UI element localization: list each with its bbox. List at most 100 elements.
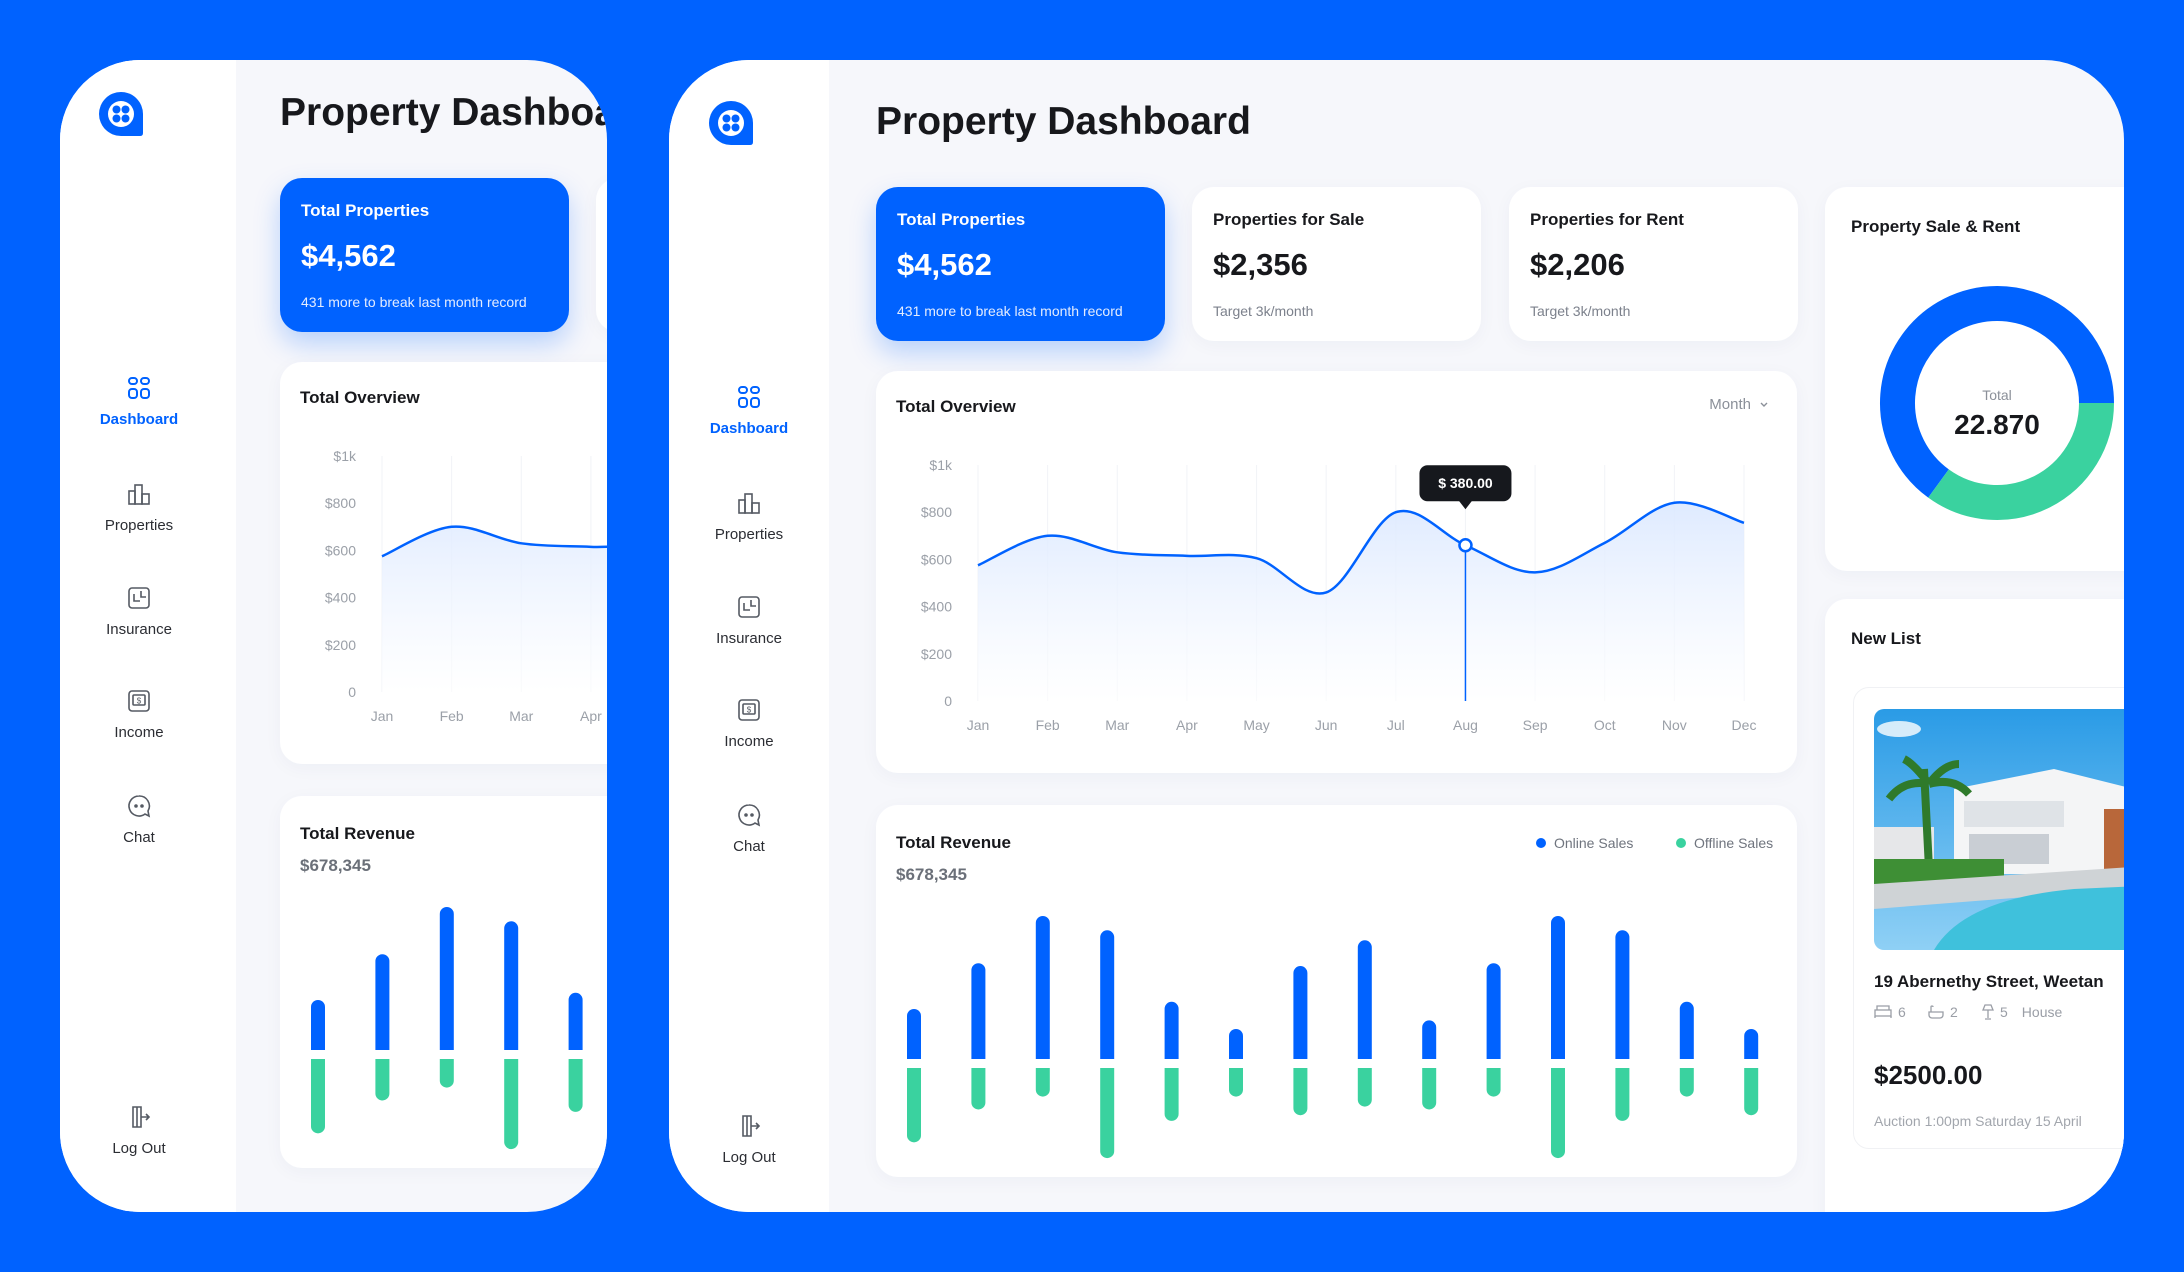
- bar-offline-sales[interactable]: [1293, 1068, 1308, 1116]
- y-tick-label: 0: [348, 684, 356, 700]
- sidebar-item-properties[interactable]: Properties: [669, 490, 829, 543]
- bar-online-sales[interactable]: [1357, 940, 1372, 1059]
- sidebar-item-label: Income: [114, 724, 164, 741]
- x-tick-label: Sep: [1523, 717, 1548, 733]
- bed-icon: [1874, 1005, 1892, 1018]
- sidebar-item-chat[interactable]: Chat: [60, 793, 219, 846]
- bar-online-sales[interactable]: [311, 999, 325, 1050]
- sidebar-item-dashboard[interactable]: Dashboard: [669, 384, 829, 437]
- sidebar-item-properties[interactable]: Properties: [60, 481, 219, 534]
- x-tick-label: Feb: [1036, 717, 1060, 733]
- logout-door-icon: [742, 1115, 761, 1137]
- y-tick-label: $200: [325, 637, 356, 653]
- x-tick-label: Jul: [1387, 717, 1405, 733]
- donut-slice-green[interactable]: [1928, 402, 2114, 520]
- bar-offline-sales[interactable]: [375, 1059, 390, 1101]
- bar-offline-sales[interactable]: [311, 1059, 325, 1134]
- stat-card-total-properties[interactable]: Total Properties $4,562 431 more to brea…: [280, 178, 569, 332]
- stat-card-for-sale[interactable]: Properties for Sale $2,356 Target 3k/mon…: [1192, 187, 1481, 341]
- app-logo-icon[interactable]: [96, 89, 146, 139]
- sidebar-item-insurance[interactable]: Insurance: [60, 585, 219, 638]
- period-dropdown[interactable]: Month: [1709, 396, 1769, 413]
- sidebar-item-label: Properties: [714, 526, 784, 543]
- donut-center-label: Total: [1982, 387, 2012, 403]
- legend-offline-sales: Offline Sales: [1676, 835, 1773, 851]
- sale-rent-donut-chart: [1880, 286, 2114, 520]
- stat-value: $4,562: [301, 238, 396, 273]
- bar-offline-sales[interactable]: [1100, 1068, 1115, 1159]
- parking-count: 5: [2000, 1004, 2008, 1020]
- bar-offline-sales[interactable]: [1615, 1068, 1630, 1121]
- property-photo[interactable]: [1874, 709, 2124, 950]
- legend-dot: [1536, 838, 1546, 848]
- listing-address[interactable]: 19 Abernethy Street, Weetan: [1874, 972, 2104, 991]
- bar-offline-sales[interactable]: [439, 1059, 454, 1088]
- total-revenue-card: Total Revenue $678,345 Online Sales Offl…: [876, 805, 1797, 1177]
- bar-offline-sales[interactable]: [1229, 1068, 1243, 1097]
- stat-card-total-properties[interactable]: Total Properties $4,562 431 more to brea…: [876, 187, 1165, 341]
- logout-label: Log Out: [722, 1149, 776, 1166]
- stat-card-for-sale[interactable]: Properties for Sale $2,356 Target 3k/mon…: [596, 178, 607, 332]
- bar-online-sales[interactable]: [1293, 966, 1308, 1059]
- bar-offline-sales[interactable]: [1035, 1068, 1050, 1097]
- new-list-card: New List 19 Abernethy Street, Weetan 6 2…: [1825, 599, 2124, 1212]
- app-logo-icon[interactable]: [706, 98, 756, 148]
- sidebar-item-income[interactable]: $ Income: [669, 697, 829, 750]
- bar-online-sales[interactable]: [375, 954, 390, 1050]
- bar-offline-sales[interactable]: [907, 1068, 921, 1143]
- bar-online-sales[interactable]: [1615, 930, 1630, 1059]
- bar-online-sales[interactable]: [971, 963, 986, 1059]
- hover-point[interactable]: [1458, 537, 1473, 553]
- bar-offline-sales[interactable]: [504, 1059, 519, 1150]
- area-fill: [382, 526, 607, 692]
- tooltip-label: $ 380.00: [1438, 475, 1493, 491]
- x-tick-label: Oct: [1594, 717, 1616, 733]
- sidebar-item-chat[interactable]: Chat: [669, 802, 829, 855]
- x-tick-label: Nov: [1662, 717, 1687, 733]
- card-title: Total Overview: [300, 388, 420, 407]
- bar-online-sales[interactable]: [1100, 930, 1115, 1059]
- bar-online-sales[interactable]: [1486, 963, 1501, 1059]
- y-tick-label: $400: [325, 590, 356, 606]
- revenue-amount: $678,345: [300, 856, 371, 875]
- bar-offline-sales[interactable]: [568, 1059, 583, 1112]
- chat-bubble-icon: [128, 795, 151, 818]
- bar-offline-sales[interactable]: [1357, 1068, 1372, 1107]
- bar-offline-sales[interactable]: [1679, 1068, 1694, 1097]
- x-tick-label: Apr: [580, 708, 602, 724]
- bar-online-sales[interactable]: [439, 907, 454, 1050]
- logout-door-icon: [132, 1106, 151, 1128]
- sidebar-item-dashboard[interactable]: Dashboard: [60, 375, 219, 428]
- card-title: Property Sale & Rent: [1851, 217, 2021, 236]
- bar-online-sales[interactable]: [568, 992, 583, 1050]
- sidebar-item-income[interactable]: $ Income: [60, 688, 219, 741]
- bar-offline-sales[interactable]: [1744, 1068, 1759, 1116]
- logout-button[interactable]: Log Out: [60, 1104, 219, 1157]
- bar-offline-sales[interactable]: [971, 1068, 986, 1110]
- stat-card-for-rent[interactable]: Properties for Rent $2,206 Target 3k/mon…: [1509, 187, 1798, 341]
- bar-online-sales[interactable]: [1229, 1028, 1243, 1059]
- compact-dashboard-content: Dashboard Properties Insurance $ Income …: [60, 60, 607, 1212]
- listing-auction-time: Auction 1:00pm Saturday 15 April: [1874, 1113, 2082, 1129]
- sidebar-item-insurance[interactable]: Insurance: [669, 594, 829, 647]
- property-type: House: [2021, 1004, 2063, 1020]
- bar-online-sales[interactable]: [1551, 916, 1565, 1059]
- bar-online-sales[interactable]: [1164, 1001, 1179, 1059]
- stat-label: Properties for Rent: [1530, 210, 1684, 229]
- donut-slice-blue[interactable]: [1880, 286, 2114, 498]
- bar-online-sales[interactable]: [504, 921, 519, 1050]
- bar-offline-sales[interactable]: [1551, 1068, 1565, 1159]
- bar-offline-sales[interactable]: [1486, 1068, 1501, 1097]
- chevron-down-icon: [1760, 402, 1768, 407]
- listing-price: $2500.00: [1874, 1060, 1983, 1090]
- bar-offline-sales[interactable]: [1164, 1068, 1179, 1121]
- bar-online-sales[interactable]: [907, 1008, 921, 1059]
- bar-online-sales[interactable]: [1744, 1028, 1759, 1059]
- bar-offline-sales[interactable]: [1422, 1068, 1437, 1110]
- svg-text:$: $: [747, 706, 752, 715]
- logout-button[interactable]: Log Out: [669, 1113, 829, 1166]
- bar-online-sales[interactable]: [1035, 916, 1050, 1059]
- bar-online-sales[interactable]: [1422, 1020, 1437, 1059]
- listing-card[interactable]: 19 Abernethy Street, Weetan 6 2 5 House $…: [1853, 687, 2124, 1149]
- bar-online-sales[interactable]: [1679, 1001, 1694, 1059]
